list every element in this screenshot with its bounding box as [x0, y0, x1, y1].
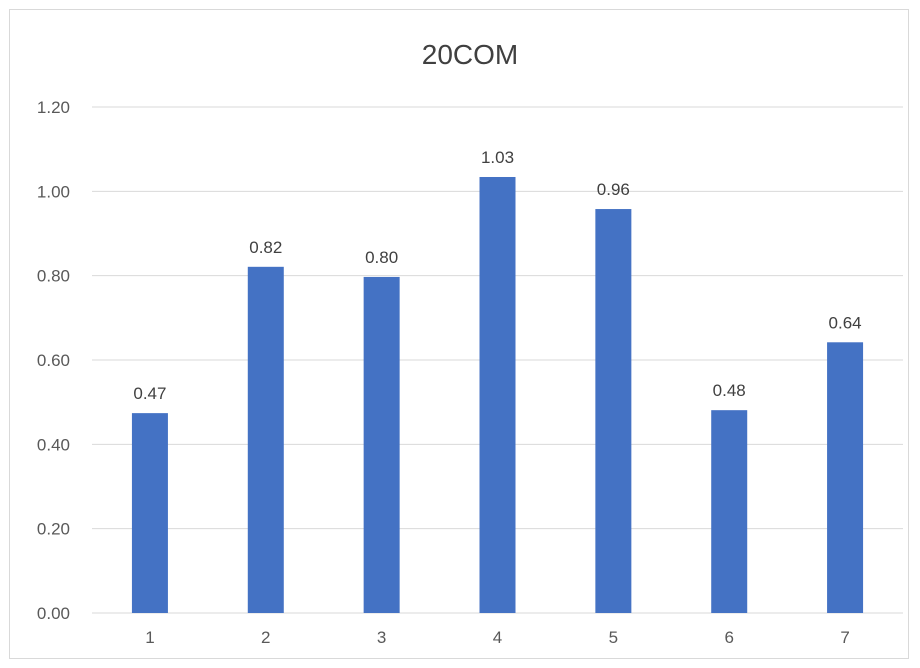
- x-tick-label: 3: [377, 628, 386, 647]
- y-tick-label: 1.00: [37, 182, 70, 201]
- bar-data-label: 1.03: [481, 148, 514, 167]
- y-tick-label: 0.20: [37, 520, 70, 539]
- x-tick-label: 1: [145, 628, 154, 647]
- x-tick-label: 5: [609, 628, 618, 647]
- bar: [363, 276, 400, 613]
- bar-data-label: 0.47: [133, 384, 166, 403]
- bar: [131, 413, 168, 613]
- x-tick-label: 2: [261, 628, 270, 647]
- bar-data-label: 0.82: [249, 238, 282, 257]
- bar: [479, 176, 516, 613]
- bar-data-label: 0.80: [365, 248, 398, 267]
- bar: [247, 266, 284, 613]
- y-tick-label: 1.20: [37, 98, 70, 117]
- x-tick-label: 6: [724, 628, 733, 647]
- y-tick-label: 0.40: [37, 435, 70, 454]
- bars: [131, 176, 864, 613]
- y-axis: 0.00 0.20 0.40 0.60 0.80 1.00 1.20: [37, 98, 70, 623]
- bar: [595, 209, 632, 613]
- x-tick-label: 4: [493, 628, 502, 647]
- bar: [711, 410, 748, 613]
- bar: [827, 342, 864, 613]
- data-labels: 0.47 0.82 0.80 1.03 0.96 0.48 0.64: [133, 148, 861, 403]
- x-axis: 1 2 3 4 5 6 7: [145, 628, 850, 647]
- x-tick-label: 7: [840, 628, 849, 647]
- bar-data-label: 0.64: [829, 313, 862, 332]
- bar-data-label: 0.96: [597, 180, 630, 199]
- chart-title: 20COM: [422, 39, 518, 70]
- y-tick-label: 0.00: [37, 604, 70, 623]
- y-tick-label: 0.60: [37, 351, 70, 370]
- y-tick-label: 0.80: [37, 267, 70, 286]
- bar-data-label: 0.48: [713, 381, 746, 400]
